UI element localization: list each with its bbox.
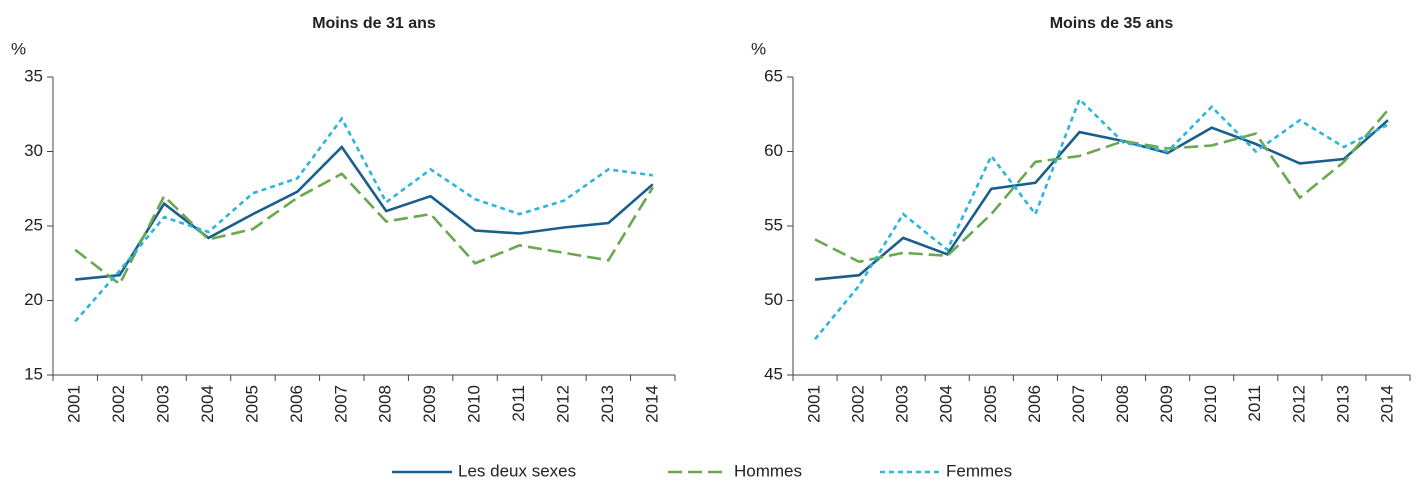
x-tick-label: 2013 xyxy=(1333,385,1352,423)
x-tick-label: 2010 xyxy=(1201,385,1220,423)
x-tick-label: 2006 xyxy=(1025,385,1044,423)
x-tick-label: 2012 xyxy=(1289,385,1308,423)
legend-label: Les deux sexes xyxy=(458,461,576,480)
x-tick-label: 2001 xyxy=(805,385,824,423)
x-tick-label: 2007 xyxy=(331,385,350,423)
y-tick-label: 50 xyxy=(764,290,783,309)
x-tick-label: 2007 xyxy=(1069,385,1088,423)
series-line xyxy=(814,119,1389,281)
x-tick-label: 2011 xyxy=(1245,385,1264,422)
series-line xyxy=(74,116,653,323)
x-tick-label: 2006 xyxy=(287,385,306,423)
series-line xyxy=(75,144,654,281)
x-tick-label: 2005 xyxy=(981,385,1000,423)
x-tick-label: 2010 xyxy=(465,385,484,423)
legend-label: Femmes xyxy=(946,461,1012,480)
x-tick-label: 2009 xyxy=(1157,385,1176,423)
series-line xyxy=(813,96,1389,341)
chart-title: Moins de 31 ans xyxy=(312,15,436,32)
y-tick-label: 60 xyxy=(764,141,783,160)
x-tick-label: 2009 xyxy=(420,385,439,423)
x-tick-label: 2013 xyxy=(598,385,617,423)
x-tick-label: 2012 xyxy=(553,385,572,423)
x-tick-label: 2003 xyxy=(154,385,173,423)
legend-label: Hommes xyxy=(734,461,802,480)
x-tick-label: 2001 xyxy=(65,385,84,423)
y-tick-label: 65 xyxy=(764,66,783,85)
y-tick-label: 30 xyxy=(24,141,43,160)
x-tick-label: 2002 xyxy=(109,385,128,423)
x-tick-label: 2014 xyxy=(1377,385,1396,423)
x-tick-label: 2011 xyxy=(509,385,528,422)
y-tick-label: 35 xyxy=(24,66,43,85)
y-tick-label: 15 xyxy=(24,364,43,383)
x-tick-label: 2014 xyxy=(642,385,661,423)
x-tick-label: 2004 xyxy=(198,385,217,423)
y-axis-label: % xyxy=(11,39,26,58)
y-axis-label: % xyxy=(751,39,766,58)
x-tick-label: 2008 xyxy=(1113,385,1132,423)
y-tick-label: 45 xyxy=(764,364,783,383)
x-tick-label: 2003 xyxy=(893,385,912,423)
x-tick-label: 2005 xyxy=(242,385,261,423)
series-line xyxy=(814,108,1389,264)
y-tick-label: 55 xyxy=(764,215,783,234)
y-tick-label: 20 xyxy=(24,290,43,309)
y-tick-label: 25 xyxy=(24,215,43,234)
x-tick-label: 2002 xyxy=(849,385,868,423)
chart-title: Moins de 35 ans xyxy=(1050,15,1174,32)
x-tick-label: 2008 xyxy=(376,385,395,423)
series-line xyxy=(74,172,654,287)
x-tick-label: 2004 xyxy=(937,385,956,423)
